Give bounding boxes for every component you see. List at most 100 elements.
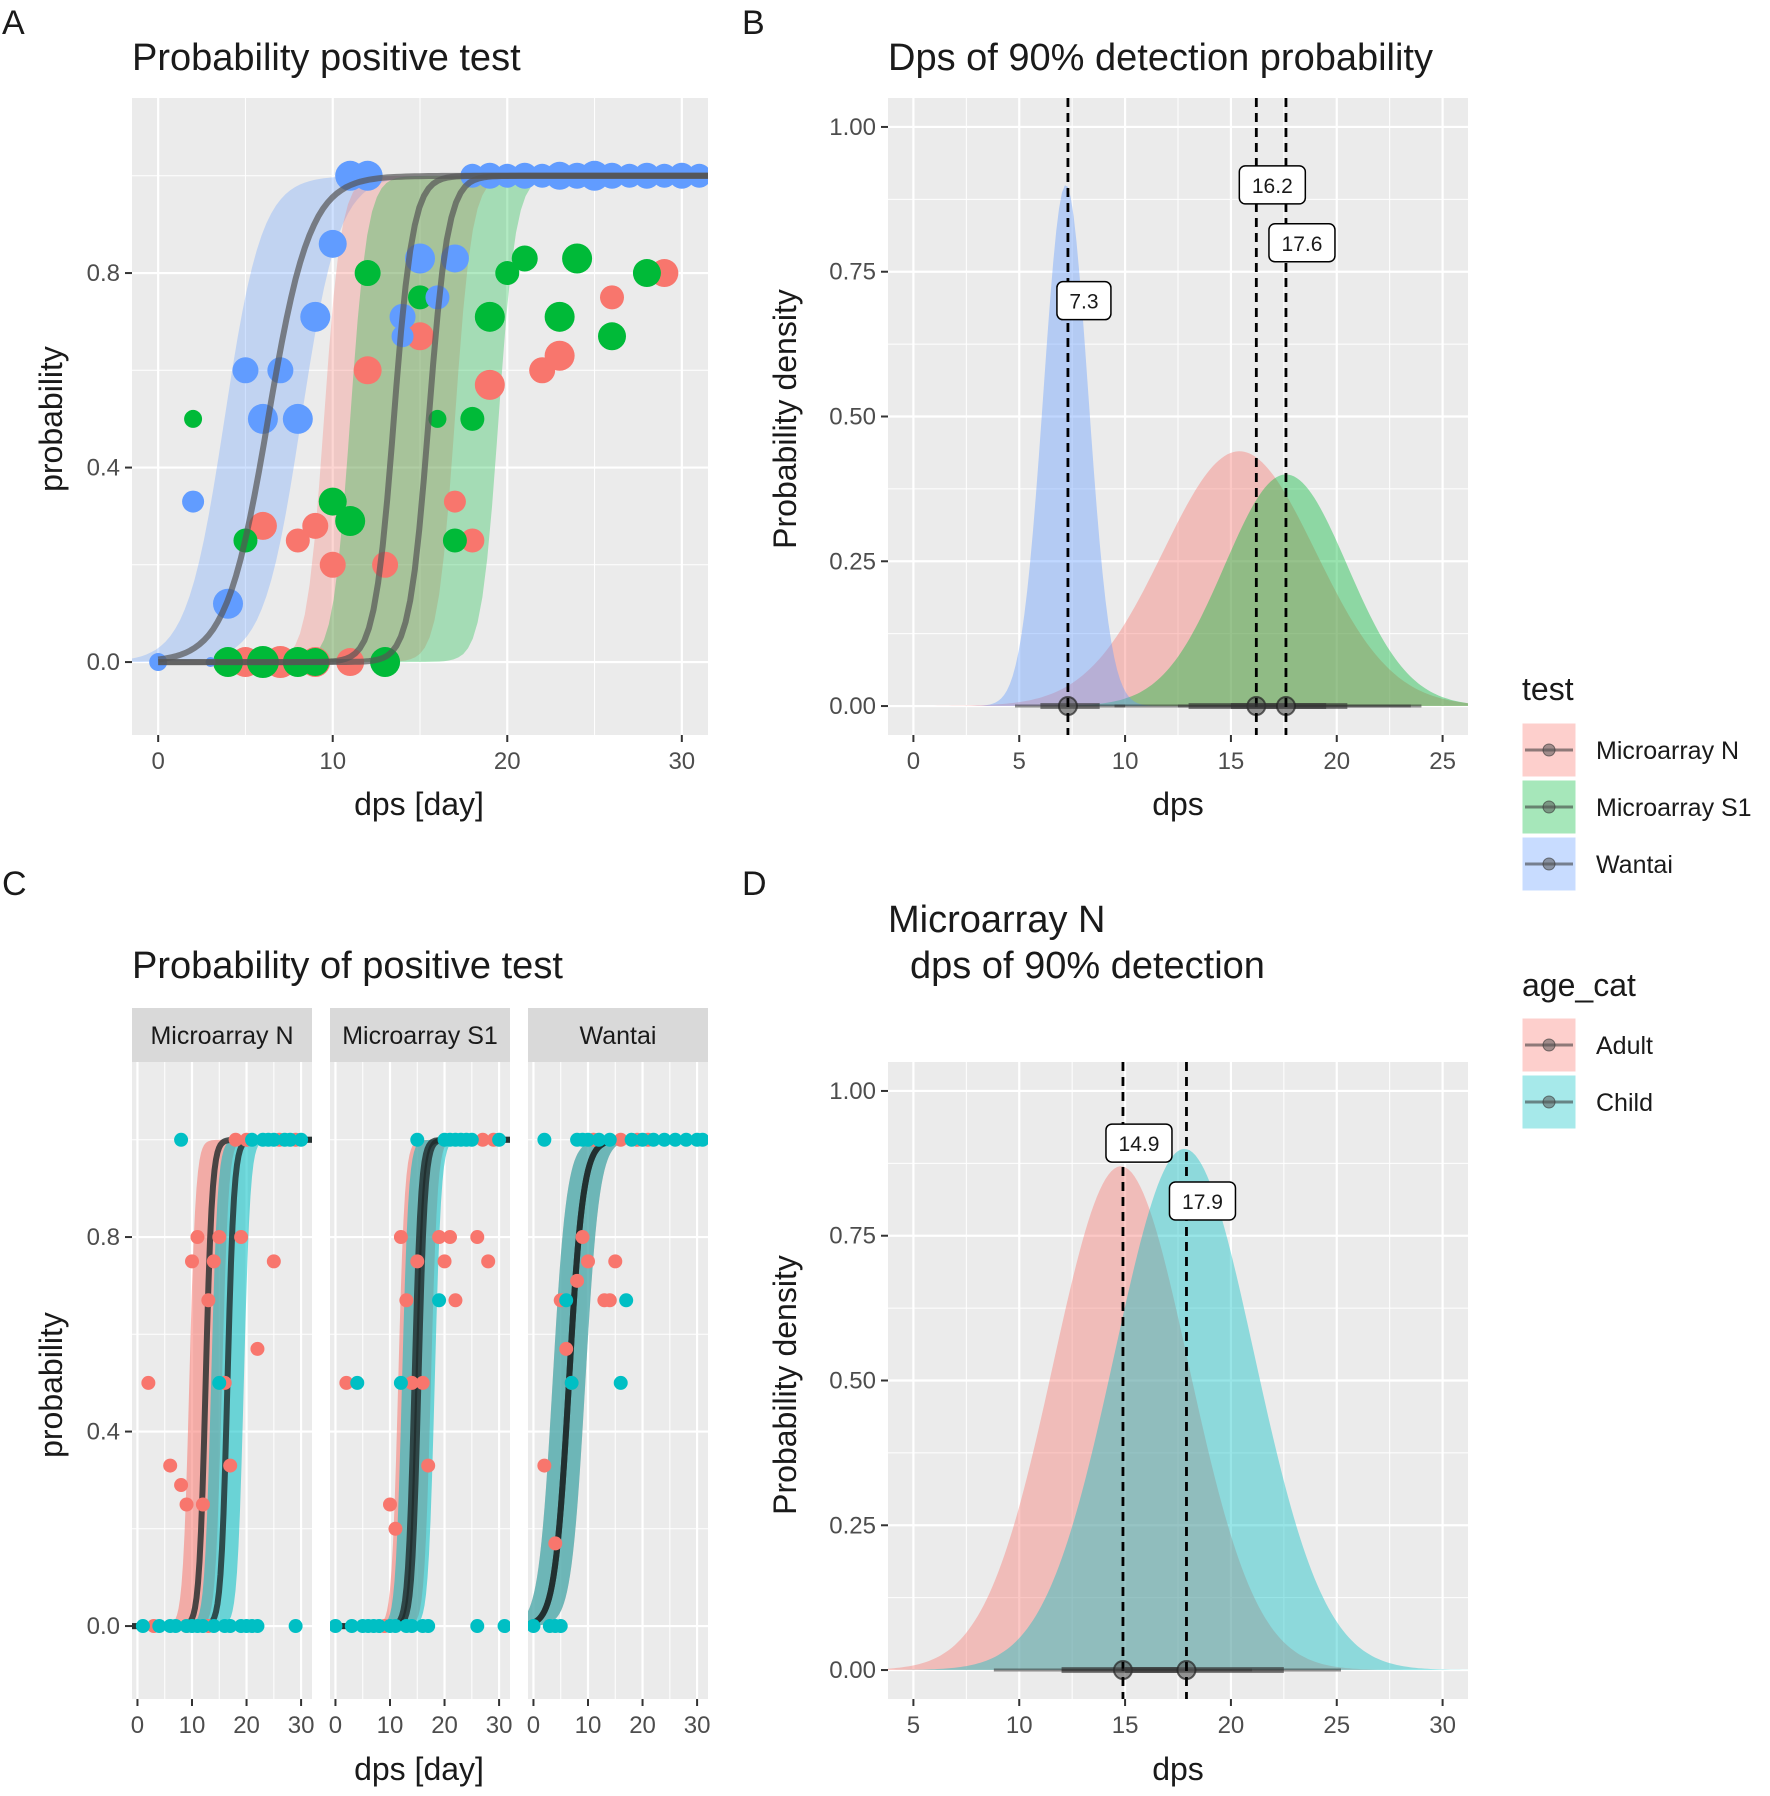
legend-age-cat: age_cat Adult Child [1521, 967, 1653, 1130]
panel-c-facet-microarray-s1-point-adult [443, 1230, 457, 1245]
panel-c-facet-microarray-s1-point-adult [383, 1497, 397, 1512]
panel-c-facet-microarray-s1-point-adult [404, 1375, 419, 1390]
panel-c-facet-wantai-band-child [528, 1139, 708, 1626]
panel-a-point-microarray-s1 [474, 301, 505, 332]
panel-a-xtick-label: 10 [319, 748, 346, 775]
panel-d-xlabel: dps [1152, 1751, 1204, 1787]
panel-a-point-microarray-n [600, 285, 624, 310]
panel-d-ytick-label: 0.75 [829, 1223, 876, 1250]
panel-c-facet-microarray-n-point-child [294, 1132, 309, 1147]
panel-c-facet-microarray-n-point-child [223, 1619, 238, 1634]
panel-a-xlabel: dps [day] [354, 786, 484, 822]
panel-c-ylabel: probability [33, 1312, 69, 1458]
panel-d-ytick-label: 0.00 [829, 1657, 876, 1684]
panel-b-xtick-label: 5 [1013, 748, 1026, 775]
panel-c-facet-microarray-s1-point-adult [448, 1293, 463, 1308]
panel-a-point-wantai [232, 357, 259, 384]
panel-a-point-microarray-s1 [562, 243, 593, 274]
panel-c-facet-microarray-s1-point-adult [481, 1254, 496, 1269]
panel-a-point-wantai [318, 229, 347, 258]
panel-c-facet-microarray-n-point-child [195, 1619, 210, 1634]
panel-a-point-microarray-n [443, 490, 466, 513]
panel-d-density-child [888, 1148, 1468, 1670]
panel-b-density-microarray-s1 [888, 474, 1468, 706]
panel-c-facet-wantai-strip [528, 1008, 708, 1062]
panel-c-facet-microarray-n-ytick-label: 0.0 [87, 1613, 120, 1640]
legend-key-microarray-s1 [1521, 779, 1577, 835]
panel-c-facet-wantai-point-child [668, 1132, 683, 1147]
panel-d-annotation-label: 14.9 [1119, 1133, 1160, 1156]
panel-a-point-microarray-s1 [495, 261, 520, 286]
panel-b-annotation-label: 7.3 [1069, 291, 1098, 314]
legend-label-adult: Adult [1596, 1032, 1653, 1060]
panel-c-facet-microarray-n-point-adult [201, 1293, 216, 1308]
panel-c-facet-microarray-s1-point-child [497, 1619, 510, 1634]
panel-b-title: Dps of 90% detection probability [888, 37, 1433, 79]
panel-c-facet-wantai-point-child [528, 1619, 541, 1634]
panel-a-ytick-label: 0.4 [87, 455, 120, 482]
panel-c-facet-microarray-n-ytick-label: 0.4 [87, 1419, 120, 1446]
panel-c-facet-microarray-s1-layer [330, 1132, 510, 1634]
panel-c-facet-microarray-n-point-adult [185, 1254, 199, 1269]
panel-c-facet-wantai-point-child [613, 1375, 628, 1390]
panel-c-facet-wantai-point-adult [570, 1273, 585, 1288]
panel-c-facet-microarray-s1-xtick-label: 30 [486, 1712, 513, 1739]
panel-c-facet-microarray-s1-point-child [330, 1619, 343, 1634]
panel-c-facet-microarray-s1-point-adult [415, 1375, 430, 1390]
legend-age-cat-title: age_cat [1522, 967, 1636, 1003]
legend-key-adult [1521, 1017, 1577, 1073]
panel-c-facet-microarray-n-point-child [174, 1132, 189, 1147]
panel-c-facet-wantai-point-adult [575, 1230, 590, 1245]
panel-c-facet-microarray-n-point-child [250, 1619, 265, 1634]
panel-c-facet-microarray-s1-point-adult [437, 1254, 452, 1269]
legend-label-microarray-s1: Microarray S1 [1596, 794, 1752, 822]
panel-b-xtick-label: 20 [1323, 748, 1350, 775]
panel-c-facet-microarray-n-strip [132, 1008, 312, 1062]
panel-c-facet-wantai-point-child [619, 1293, 634, 1308]
panel-c-facet-microarray-s1-point-child [344, 1619, 359, 1634]
panel-c-facet-microarray-n-point-child [283, 1132, 298, 1147]
panel-a-point-microarray-s1 [354, 260, 381, 287]
panel-b-annotation-box [1238, 165, 1307, 205]
panel-c-facet-wantai: Wantai 0 10 20 30 [527, 1008, 710, 1739]
panel-c-xlabel: dps [day] [354, 1751, 484, 1787]
panel-b-ytick-label: 1.00 [829, 114, 876, 141]
panel-c-facet-microarray-s1-point-adult [339, 1375, 354, 1390]
legend-test-title: test [1522, 671, 1574, 707]
panel-a-point-microarray-s1 [184, 409, 203, 428]
panel-a-point-microarray-n [248, 511, 277, 540]
panel-c-facet-wantai-point-child [695, 1132, 708, 1147]
panel-c-facet-wantai-point-adult [602, 1293, 617, 1308]
panel-a-point-microarray-s1 [428, 409, 447, 428]
legend-label-wantai: Wantai [1596, 851, 1673, 879]
panel-b-density-wantai [888, 185, 1468, 707]
panel-c-facet-microarray-n-point-child [266, 1132, 281, 1147]
panel-d-xtick-label: 20 [1218, 1712, 1245, 1739]
panel-c-facet-microarray-n-point-adult [228, 1132, 243, 1147]
panel-c-facet-wantai-point-adult [548, 1536, 563, 1551]
panel-c-facet-microarray-n-ytick-label: 0.8 [87, 1224, 120, 1251]
panel-c-facet-wantai-point-child [559, 1293, 574, 1308]
panel-a-layer [132, 160, 708, 679]
panel-c-facet-wantai-xtick-label: 0 [527, 1712, 540, 1739]
panel-a-point-microarray-n [544, 340, 575, 371]
panel-a-point-microarray-n [372, 551, 399, 578]
panel-d-annotation-box [1105, 1123, 1173, 1163]
panel-d-layer [888, 1062, 1468, 1699]
panel-c-facet-microarray-n-point-adult [195, 1497, 210, 1512]
panel-a-point-microarray-n [285, 528, 310, 553]
panel-c-plot: Microarray N 0 10 20 30 0.0 0.4 0.8 Microarray S… [87, 1008, 710, 1739]
panel-c-facet-microarray-s1-point-child [388, 1619, 403, 1634]
panel-c-facet-microarray-n-point-adult [141, 1375, 156, 1390]
panel-b-annotation-label: 16.2 [1252, 175, 1293, 198]
panel-c-facet-microarray-s1-point-child [432, 1293, 447, 1308]
panel-a-point-microarray-n [353, 356, 382, 385]
panel-a-xtick-label: 30 [668, 748, 695, 775]
panel-a-point-wantai [300, 301, 331, 332]
panel-c-facet-wantai-xtick-label: 20 [629, 1712, 656, 1739]
panel-a-curve-microarray-s1 [158, 172, 708, 666]
panel-c-facet-microarray-n-xtick-label: 10 [179, 1712, 206, 1739]
panel-a-point-microarray-s1 [598, 322, 626, 351]
panel-c-facet-microarray-n-point-adult [234, 1230, 249, 1245]
panel-a-point-microarray-s1 [511, 245, 538, 272]
